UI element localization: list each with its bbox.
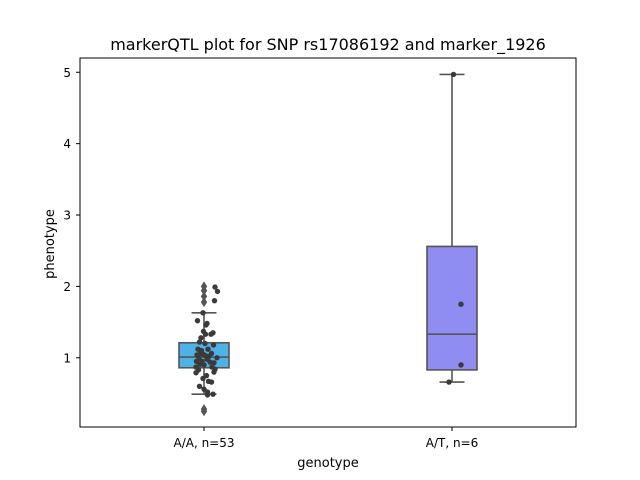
y-axis-label: phenotype [43, 209, 58, 279]
data-point [193, 370, 199, 376]
data-point [212, 284, 218, 290]
data-point [214, 355, 220, 361]
data-point [211, 360, 217, 366]
y-tick-label: 1 [63, 351, 71, 365]
data-point [458, 301, 464, 307]
data-point [211, 369, 217, 375]
outlier-marker [200, 404, 208, 415]
data-point [198, 335, 204, 341]
data-point [210, 330, 216, 336]
outlier-marker [200, 297, 208, 308]
data-point [201, 362, 207, 368]
data-point [202, 331, 209, 337]
axes-frame [79, 57, 577, 428]
y-tick-label: 3 [63, 209, 71, 223]
data-point [197, 361, 203, 367]
outlier-marker [200, 281, 208, 292]
box-iqr [426, 245, 478, 371]
y-tick-label: 2 [63, 280, 71, 294]
data-point [211, 297, 218, 304]
data-point [208, 379, 215, 385]
data-point [200, 310, 206, 316]
data-point [210, 391, 216, 397]
outlier-marker [200, 291, 208, 302]
data-point [202, 340, 208, 347]
plot-area: 1 2 3 4 5 A/A, n=53 A/T, n=6 [63, 57, 577, 450]
data-point [194, 317, 201, 324]
data-point [205, 346, 211, 352]
data-point [446, 379, 452, 385]
data-point [196, 383, 203, 390]
y-tick-label: 4 [63, 137, 71, 151]
data-point [458, 362, 464, 368]
y-tick-label: 5 [63, 66, 71, 80]
data-point [204, 392, 211, 398]
data-point [214, 288, 221, 295]
data-point [450, 71, 457, 78]
x-axis-label: genotype [297, 456, 358, 471]
data-point [196, 339, 203, 345]
chart-title: markerQTL plot for SNP rs17086192 and ma… [110, 35, 546, 55]
data-point [207, 359, 213, 365]
data-point [210, 342, 217, 348]
data-point [200, 375, 206, 382]
data-point [203, 322, 209, 328]
x-tick-label: A/A, n=53 [173, 436, 234, 450]
x-tick-label: A/T, n=6 [426, 436, 479, 450]
